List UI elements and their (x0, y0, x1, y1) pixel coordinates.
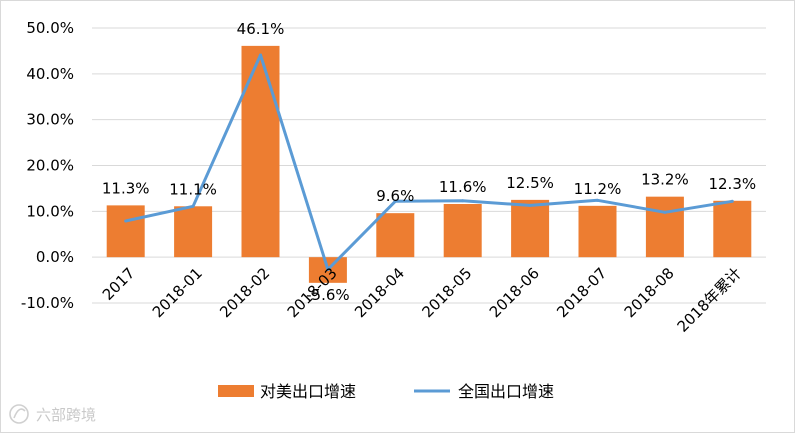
y-axis-ticks: -10.0% 0.0% 10.0% 20.0% 30.0% 40.0% 50.0% (21, 19, 74, 312)
data-label: 11.2% (574, 180, 622, 198)
data-label: 13.2% (641, 171, 689, 189)
y-tick-label: 50.0% (26, 19, 74, 37)
x-tick-label: 2018-08 (621, 264, 678, 321)
bar-series (106, 45, 752, 283)
data-label: 12.5% (506, 174, 554, 192)
gridlines (92, 27, 766, 304)
line-point (663, 210, 667, 214)
x-tick-label: 2018-06 (486, 264, 543, 321)
y-tick-label: 40.0% (26, 65, 74, 83)
bar (578, 205, 617, 258)
data-label: 11.3% (102, 179, 150, 197)
data-label: -5.6% (306, 286, 350, 304)
line-point (730, 199, 734, 203)
legend: 对美出口增速 全国出口增速 (218, 382, 554, 401)
bar (106, 205, 145, 258)
bar (174, 206, 213, 258)
x-tick-label: 2018年累计 (674, 264, 746, 336)
legend-bar-label: 对美出口增速 (260, 382, 356, 401)
data-label: 12.3% (708, 175, 756, 193)
bar (645, 196, 684, 258)
x-tick-label: 2018-04 (351, 264, 408, 321)
x-tick-label: 2018-02 (216, 264, 273, 321)
y-tick-label: 10.0% (26, 202, 74, 220)
y-tick-label: 20.0% (26, 157, 74, 175)
line-point (596, 198, 599, 202)
data-label: 11.6% (439, 178, 487, 196)
data-labels: 11.3% 11.1% 46.1% -5.6% 9.6% 11.6% 12.5% 11.2% 1… (102, 20, 756, 304)
line-point (461, 199, 465, 203)
x-tick-label: 2018-05 (418, 264, 475, 321)
x-tick-label: 2018-01 (149, 264, 206, 321)
x-tick-label: 2017 (99, 264, 139, 304)
line-series (124, 53, 734, 272)
line-point (191, 204, 195, 208)
line-point (326, 268, 330, 272)
bar (241, 45, 280, 258)
bar (376, 213, 415, 258)
watermark-text: 六部跨境 (36, 406, 96, 424)
series-line (125, 53, 733, 271)
bar (511, 199, 550, 258)
data-label: 9.6% (376, 187, 414, 205)
line-point (393, 199, 397, 203)
line-point (528, 203, 532, 207)
legend-line-label: 全国出口增速 (458, 382, 554, 401)
x-tick-label: 2018-07 (553, 264, 610, 321)
watermark: 六部跨境 (9, 404, 96, 424)
line-point (124, 219, 128, 223)
data-label: 11.1% (169, 180, 217, 198)
bar (443, 204, 482, 258)
line-point (259, 53, 262, 57)
y-tick-label: -10.0% (21, 294, 74, 312)
bar (713, 200, 752, 258)
y-tick-label: 30.0% (26, 111, 74, 129)
y-tick-label: 0.0% (36, 248, 74, 266)
data-label: 46.1% (237, 20, 285, 38)
x-axis-ticks: 2017 2018-01 2018-02 2018-03 2018-04 2018-05 2… (99, 264, 745, 336)
watermark-logo-icon (9, 404, 29, 424)
legend-bar-swatch (218, 385, 254, 397)
